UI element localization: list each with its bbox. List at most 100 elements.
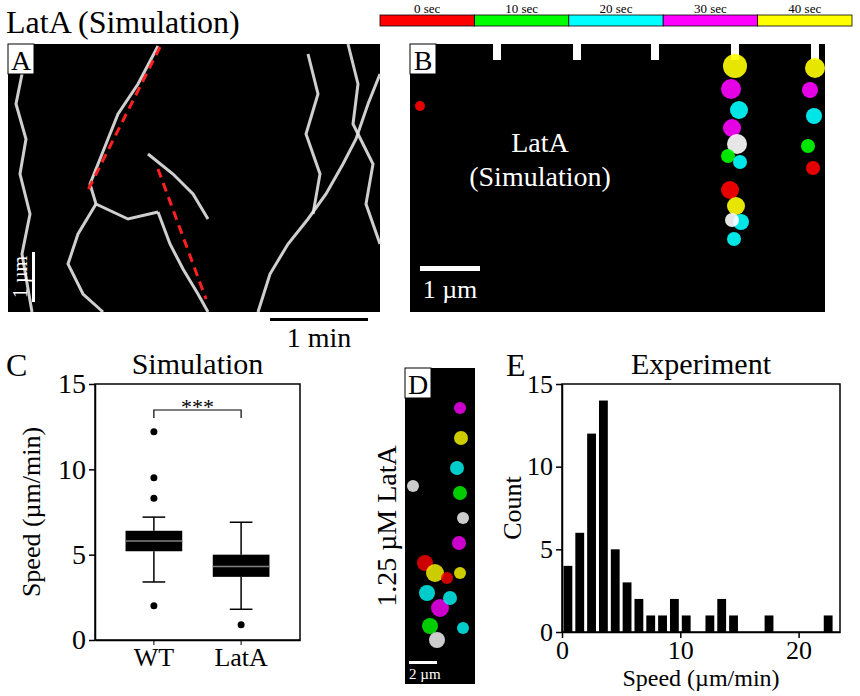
axis: 051015 xyxy=(527,370,563,647)
speckle xyxy=(443,591,457,605)
annotation: *** xyxy=(181,394,214,419)
scale-label: 1 µm xyxy=(423,275,478,304)
kymograph-trace xyxy=(348,44,380,244)
tick-label: 0 xyxy=(556,636,569,665)
tick: 15 xyxy=(58,368,95,399)
scale-bar xyxy=(420,266,480,271)
legend-label: 10 sec xyxy=(505,1,538,16)
kymograph-trace xyxy=(158,212,208,312)
tick-mark xyxy=(556,466,562,468)
speckle xyxy=(450,461,464,475)
speckle xyxy=(727,197,745,215)
speckle xyxy=(730,101,748,119)
bar xyxy=(670,599,679,632)
speckle xyxy=(801,139,815,153)
outlier xyxy=(150,495,157,502)
legend-label: 30 sec xyxy=(694,1,727,16)
speckle xyxy=(415,101,425,111)
guide-line xyxy=(158,169,206,299)
scale-label: 1 µm xyxy=(9,256,32,299)
whisker xyxy=(240,577,242,609)
legend-swatch xyxy=(758,15,852,26)
tick: 10 xyxy=(58,454,95,485)
tick-label: 0 xyxy=(72,624,86,655)
tick-label: 15 xyxy=(58,368,86,399)
kymograph-trace xyxy=(258,74,380,312)
panel-b: B LatA(Simulation) 1 µm xyxy=(410,44,825,312)
tick-label: 5 xyxy=(72,539,86,570)
tick: 15 xyxy=(527,370,562,399)
scale-bar xyxy=(409,661,437,664)
bar xyxy=(575,533,584,632)
tick-label: 10 xyxy=(58,454,86,485)
axis-line xyxy=(96,640,301,642)
speckle xyxy=(733,155,747,169)
scale-label: 1 min xyxy=(287,322,352,353)
tick-mark xyxy=(556,632,562,634)
speckle xyxy=(802,82,818,98)
tick: 0 xyxy=(72,624,95,655)
bar xyxy=(611,549,620,632)
speckle xyxy=(454,431,468,445)
box xyxy=(213,555,270,577)
image-background xyxy=(8,44,380,312)
panel-a: A 1 µm xyxy=(8,44,380,312)
outlier xyxy=(150,602,157,609)
tick: 5 xyxy=(540,535,562,564)
speckle xyxy=(723,54,747,78)
legend-swatch xyxy=(380,15,474,26)
tick-label: 5 xyxy=(540,535,553,564)
outlier xyxy=(150,428,157,435)
axis-line xyxy=(95,385,97,641)
speckle xyxy=(806,108,822,124)
tick: WT xyxy=(134,640,175,672)
figure-title: LatA (Simulation) xyxy=(6,4,240,40)
tick: 10 xyxy=(668,632,694,665)
bar xyxy=(646,615,655,632)
whisker-cap xyxy=(230,521,253,523)
whisker xyxy=(153,551,155,582)
tick-mark xyxy=(556,549,562,551)
tick: LatA xyxy=(214,640,268,672)
legend-label: 40 sec xyxy=(788,1,821,16)
panel-label: LatA(Simulation) xyxy=(469,127,611,192)
speckle xyxy=(457,622,469,634)
axis-title: Count xyxy=(498,475,527,539)
outlier xyxy=(238,621,245,628)
tick-mark xyxy=(556,384,562,386)
scale-label: 2 µm xyxy=(409,666,441,682)
speckle xyxy=(441,572,453,584)
frame-notch xyxy=(573,44,581,60)
bar xyxy=(824,615,833,632)
speckle xyxy=(457,512,469,524)
scale-bar xyxy=(270,318,368,321)
speckle xyxy=(805,58,825,78)
tick-label: LatA xyxy=(214,643,268,672)
legend-swatch xyxy=(663,15,757,26)
guide-line xyxy=(86,47,160,194)
panel-letter: D xyxy=(408,369,428,400)
whisker xyxy=(240,522,242,554)
axis-line xyxy=(562,385,564,633)
tick-mark xyxy=(89,554,95,556)
speckle xyxy=(806,161,820,175)
bar xyxy=(729,615,738,632)
panel-letter: A xyxy=(11,45,32,76)
plot-area xyxy=(564,401,833,632)
bar xyxy=(587,434,596,632)
speckle xyxy=(422,618,438,634)
legend-swatch xyxy=(474,15,568,26)
tick-label: 20 xyxy=(786,636,812,665)
outlier xyxy=(150,474,157,481)
tick-label: WT xyxy=(134,643,175,672)
tick-label: 10 xyxy=(668,636,694,665)
scale-bar xyxy=(32,252,35,302)
panel-letter: B xyxy=(414,45,433,76)
frame-notch xyxy=(651,44,659,60)
axis: 0 10 20 xyxy=(556,632,841,665)
bar xyxy=(623,582,632,632)
axis: WT LatA xyxy=(96,640,301,672)
bar xyxy=(717,599,726,632)
speckle xyxy=(454,402,466,414)
kymograph-trace xyxy=(68,204,103,312)
